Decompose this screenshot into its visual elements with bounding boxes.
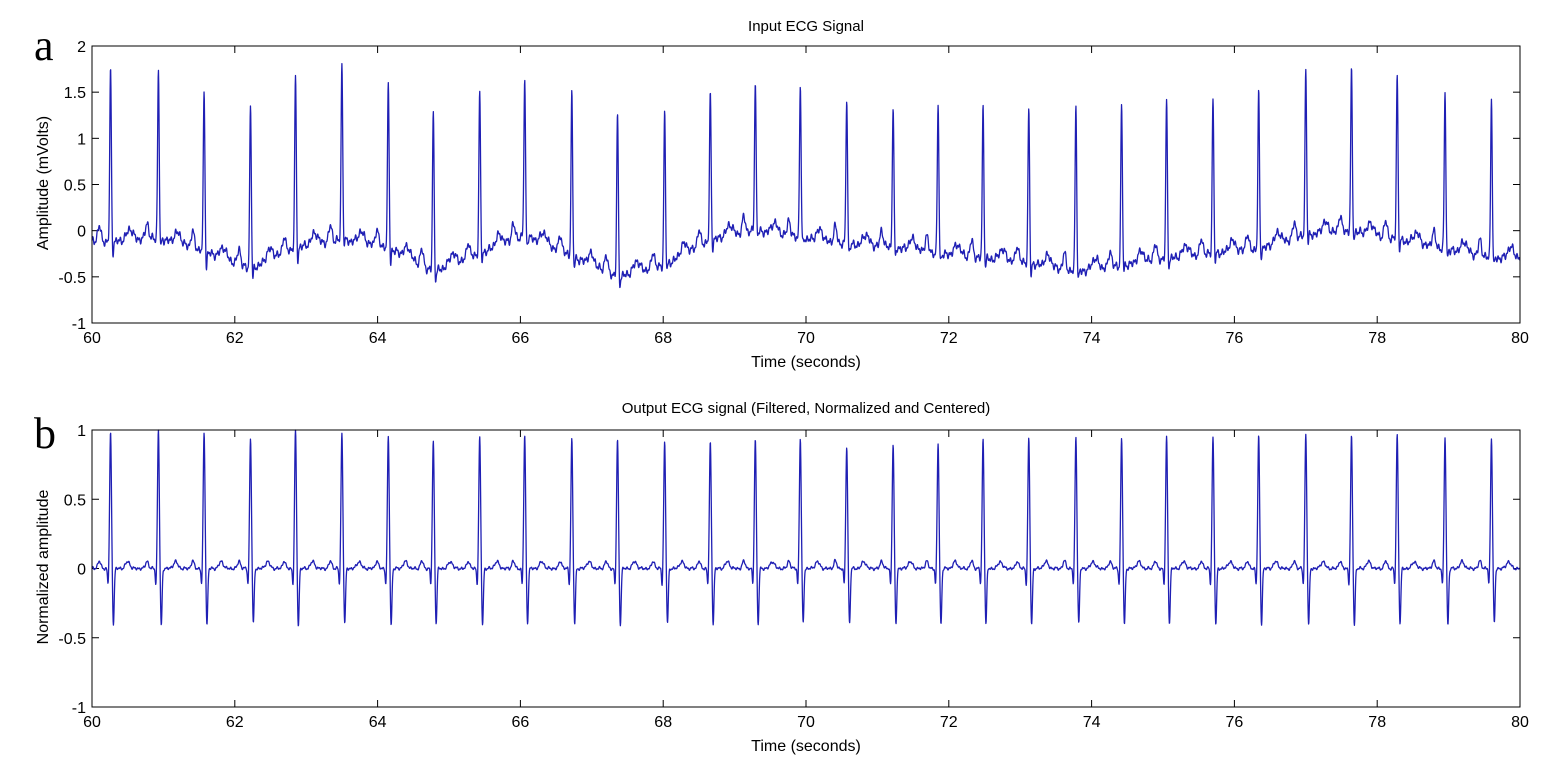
x-tick-label: 72 bbox=[940, 330, 958, 347]
y-tick-label: 0.5 bbox=[64, 178, 86, 195]
x-tick-label: 66 bbox=[512, 714, 530, 731]
x-tick-label: 68 bbox=[654, 714, 672, 731]
panel-b-y-axis-label: Normalized amplitude bbox=[35, 490, 52, 645]
y-tick-label: 0.5 bbox=[64, 492, 86, 509]
x-tick-label: 80 bbox=[1511, 330, 1529, 347]
panel-a-title: Input ECG Signal bbox=[748, 18, 864, 35]
x-tick-label: 78 bbox=[1368, 714, 1386, 731]
x-tick-label: 70 bbox=[797, 330, 815, 347]
panel-a-axes-frame bbox=[91, 45, 1521, 324]
x-tick-label: 70 bbox=[797, 714, 815, 731]
panel-b-title: Output ECG signal (Filtered, Normalized … bbox=[622, 400, 991, 417]
panel-b-ecg-trace bbox=[91, 429, 1521, 627]
panel-a-ticks: 60 62 64 66 68 70 72 74 76 78 80 -1 -0.5 0 0.5 1 1.5 2 bbox=[58, 39, 1529, 347]
y-tick-label: 1 bbox=[77, 131, 86, 148]
y-tick-label: -0.5 bbox=[58, 631, 86, 648]
y-tick-label: 1 bbox=[77, 423, 86, 440]
y-tick-label: 1.5 bbox=[64, 85, 86, 102]
panel-b-output-ecg: b Output ECG signal (Filtered, Normalize… bbox=[34, 400, 1529, 755]
panel-b-letter: b bbox=[34, 409, 56, 458]
x-tick-label: 60 bbox=[83, 330, 101, 347]
x-tick-label: 66 bbox=[512, 330, 530, 347]
x-tick-label: 62 bbox=[226, 714, 244, 731]
x-tick-label: 76 bbox=[1226, 714, 1244, 731]
y-tick-label: 2 bbox=[77, 39, 86, 56]
y-tick-label: 0 bbox=[77, 224, 86, 241]
x-tick-label: 74 bbox=[1083, 330, 1101, 347]
panel-a-ecg-trace bbox=[91, 62, 1521, 289]
panel-a-letter: a bbox=[34, 21, 54, 70]
x-tick-label: 64 bbox=[369, 330, 387, 347]
x-tick-label: 62 bbox=[226, 330, 244, 347]
panel-a-y-axis-label: Amplitude (mVolts) bbox=[35, 116, 52, 250]
x-tick-label: 68 bbox=[654, 330, 672, 347]
panel-a-x-axis-label: Time (seconds) bbox=[751, 354, 861, 371]
panel-a-input-ecg: a Input ECG Signal Time (seconds) Amplit… bbox=[34, 18, 1529, 371]
y-tick-label: -1 bbox=[72, 700, 86, 717]
x-tick-label: 80 bbox=[1511, 714, 1529, 731]
y-tick-label: -0.5 bbox=[58, 270, 86, 287]
y-tick-label: 0 bbox=[77, 562, 86, 579]
x-tick-label: 72 bbox=[940, 714, 958, 731]
x-tick-label: 78 bbox=[1368, 330, 1386, 347]
x-tick-label: 74 bbox=[1083, 714, 1101, 731]
panel-b-x-axis-label: Time (seconds) bbox=[751, 738, 861, 755]
x-tick-label: 76 bbox=[1226, 330, 1244, 347]
y-tick-label: -1 bbox=[72, 316, 86, 333]
x-tick-label: 60 bbox=[83, 714, 101, 731]
x-tick-label: 64 bbox=[369, 714, 387, 731]
panel-b-axes-frame bbox=[91, 429, 1521, 708]
